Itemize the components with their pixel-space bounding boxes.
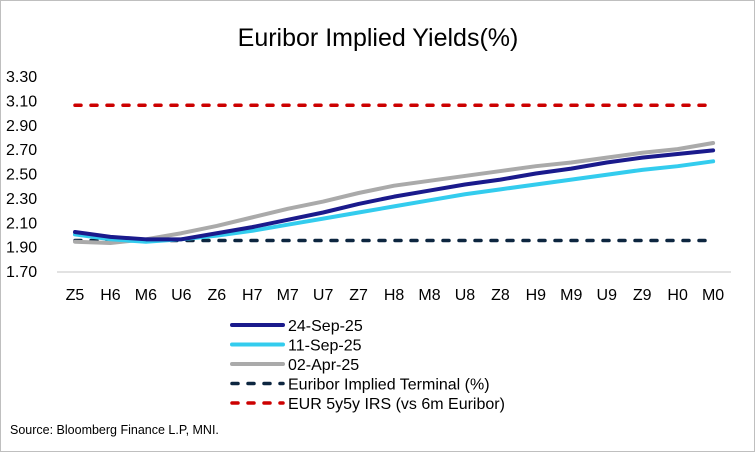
source-note: Source: Bloomberg Finance L.P, MNI.	[10, 423, 219, 437]
y-axis: 3.30 3.10 2.90 2.70 2.50 2.30 2.10 1.90 1.70	[6, 69, 37, 281]
x-tick-label: M6	[135, 287, 157, 304]
x-tick-label: Z8	[491, 287, 510, 304]
y-tick-label: 2.10	[6, 215, 37, 232]
x-tick-label: H0	[667, 287, 688, 304]
series-lines	[73, 103, 716, 245]
series-line-0	[73, 148, 716, 242]
x-tick-label: H9	[526, 287, 547, 304]
y-tick-label: 2.50	[6, 167, 37, 184]
series-line-1	[73, 159, 716, 244]
y-tick-label: 2.70	[6, 142, 37, 159]
x-tick-label: Z9	[633, 287, 652, 304]
y-tick-label: 2.30	[6, 191, 37, 208]
x-tick-label: U7	[313, 287, 334, 304]
y-tick-label: 3.30	[6, 69, 37, 86]
y-tick-label: 1.70	[6, 264, 37, 281]
x-tick-label: U9	[597, 287, 618, 304]
x-tick-label: H6	[100, 287, 121, 304]
x-tick-label: M9	[560, 287, 582, 304]
y-tick-label: 1.90	[6, 240, 37, 257]
x-tick-label: H8	[384, 287, 405, 304]
x-tick-label: M7	[277, 287, 299, 304]
x-tick-label: U6	[171, 287, 192, 304]
legend-label: 11-Sep-25	[288, 338, 362, 355]
legend: 24-Sep-25 11-Sep-25 02-Apr-25 Euribor Impli…	[230, 318, 505, 413]
x-tick-label: H7	[242, 287, 263, 304]
x-tick-label: Z7	[349, 287, 368, 304]
legend-label: 02-Apr-25	[288, 357, 359, 374]
x-axis: Z5 H6 M6 U6 Z6 H7 M7 U7 Z7 H8 M8 U8 Z8 H9 M9 U9 Z9 H0 M0	[66, 287, 725, 304]
legend-label: EUR 5y5y IRS (vs 6m Euribor)	[288, 396, 505, 413]
y-tick-label: 3.10	[6, 93, 37, 110]
x-tick-label: Z6	[207, 287, 226, 304]
series-line-2	[73, 141, 716, 245]
x-tick-label: Z5	[66, 287, 85, 304]
x-tick-label: U8	[455, 287, 476, 304]
legend-label: 24-Sep-25	[288, 318, 363, 335]
y-tick-label: 2.90	[6, 118, 37, 135]
x-tick-label: M8	[418, 287, 440, 304]
x-tick-label: M0	[702, 287, 724, 304]
legend-label: Euribor Implied Terminal (%)	[288, 377, 490, 394]
chart-title: Euribor Implied Yields(%)	[238, 24, 519, 52]
